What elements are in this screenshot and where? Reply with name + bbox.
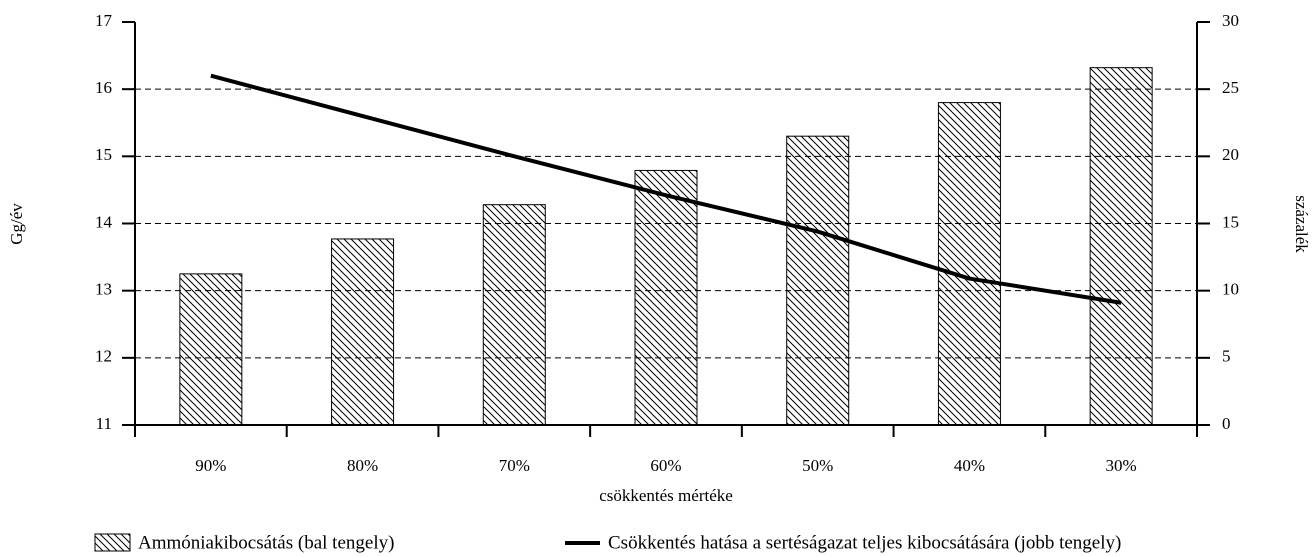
y2-tick-label: 30 [1222,11,1239,30]
y2-tick-label: 15 [1222,212,1239,231]
x-tick-label: 70% [499,456,530,475]
y-tick-label: 13 [95,280,112,299]
x-tick-label: 30% [1106,456,1137,475]
bar [634,169,698,426]
bar [937,102,1001,426]
y2-axis-title: százalék [1292,195,1311,253]
y-tick-label: 14 [95,212,113,231]
bar [331,238,395,426]
y-tick-label: 17 [95,11,113,30]
bar [1089,67,1153,426]
legend-label: Ammóniakibocsátás (bal tengely) [138,532,394,553]
y-tick-label: 12 [95,347,112,366]
legend-swatch [94,533,131,552]
bar [482,204,546,426]
y-tick-label: 16 [95,78,112,97]
bar [179,273,243,426]
y2-tick-label: 25 [1222,78,1239,97]
x-tick-label: 80% [347,456,378,475]
x-tick-label: 60% [650,456,681,475]
y2-tick-label: 5 [1222,347,1231,366]
x-axis-title: csökkentés mértéke [599,486,733,505]
y-axis-title: Gg/év [7,203,26,245]
line [210,73,1122,305]
y2-tick-label: 20 [1222,145,1239,164]
y-tick-label: 11 [96,414,112,433]
bar [786,135,850,426]
x-tick-label: 40% [954,456,985,475]
y-tick-label: 15 [95,145,112,164]
y2-tick-label: 10 [1222,280,1239,299]
legend-label: Csökkentés hatása a sertéságazat teljes … [608,532,1121,553]
x-tick-label: 90% [195,456,226,475]
x-tick-label: 50% [802,456,833,475]
y2-tick-label: 0 [1222,414,1231,433]
